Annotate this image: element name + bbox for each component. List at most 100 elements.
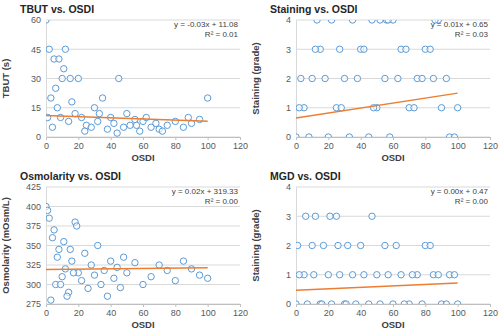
x-tick-label: 20 (324, 141, 334, 151)
point (345, 242, 351, 248)
x-tick-label: 40 (106, 141, 116, 151)
grid-line (46, 49, 240, 50)
point (172, 277, 178, 283)
point (382, 75, 388, 81)
point (140, 281, 146, 287)
x-tick-label: 100 (451, 141, 466, 151)
annotation: R² = 0.01 (205, 30, 239, 39)
point (56, 246, 62, 252)
y-tick: 350 (26, 241, 46, 251)
point (49, 235, 55, 241)
x-tick-mark (78, 304, 79, 307)
y-tick: 425 (26, 182, 46, 192)
point (82, 128, 88, 134)
point (54, 254, 60, 260)
point (64, 293, 70, 299)
panel: 020406080100120015304560TBUT vs. OSDIOSD… (0, 3, 248, 163)
x-tick-mark (393, 137, 394, 140)
point (124, 270, 130, 276)
point (53, 85, 59, 91)
point (104, 126, 110, 132)
x-tick: 80 (171, 304, 181, 318)
x-tick-label: 80 (171, 141, 181, 151)
point (127, 122, 133, 128)
point (393, 242, 399, 248)
x-tick-mark (361, 304, 362, 307)
chart-title: MGD vs. OSDI (270, 170, 341, 182)
point (454, 301, 460, 304)
x-tick-mark (361, 137, 362, 140)
x-tick-mark (328, 304, 329, 307)
plot-area (296, 213, 461, 304)
x-tick: 0 (44, 137, 49, 151)
point (180, 124, 186, 130)
point (366, 134, 372, 137)
point (91, 272, 97, 278)
x-tick: 40 (356, 304, 366, 318)
y-tick-label: 2 (286, 241, 291, 251)
x-tick-label: 120 (483, 308, 498, 318)
x-tick-label: 20 (74, 141, 84, 151)
point (409, 272, 415, 278)
point (91, 105, 97, 111)
x-tick-label: 0 (44, 308, 49, 318)
panel: 020406080100120275300325350375400425Osmo… (0, 170, 248, 330)
point (343, 301, 349, 304)
point (69, 99, 75, 105)
y-tick-label: 275 (26, 299, 41, 309)
point (62, 46, 68, 52)
chart-title: TBUT vs. OSDI (20, 3, 94, 15)
x-tick: 0 (44, 304, 49, 318)
point (148, 274, 154, 280)
point (51, 227, 57, 233)
point (75, 75, 81, 81)
annotation: y = 0.00x + 0.47 (431, 187, 489, 196)
x-tick: 120 (483, 304, 498, 318)
y-tick: 0 (286, 132, 296, 142)
point (99, 95, 105, 101)
grid (46, 187, 240, 304)
y-tick: 275 (26, 299, 46, 309)
x-tick: 0 (294, 137, 299, 151)
point (322, 75, 328, 81)
point (349, 20, 355, 23)
point (85, 285, 91, 291)
x-tick-label: 60 (388, 141, 398, 151)
point (333, 213, 339, 219)
point (133, 122, 139, 128)
point (117, 284, 123, 290)
point (156, 262, 162, 268)
x-axis: 020406080100120 (294, 304, 498, 318)
x-tick: 80 (421, 304, 431, 318)
point (59, 274, 65, 280)
y-tick-label: 325 (26, 260, 41, 270)
x-tick-mark (393, 304, 394, 307)
x-tick-mark (328, 137, 329, 140)
x-tick-label: 80 (421, 141, 431, 151)
x-tick-mark (78, 137, 79, 140)
x-tick-mark (240, 304, 241, 307)
x-tick: 0 (294, 304, 299, 318)
x-tick: 120 (233, 137, 248, 151)
x-tick-label: 20 (324, 308, 334, 318)
point (54, 105, 60, 111)
x-tick: 60 (138, 137, 148, 151)
y-tick: 60 (31, 15, 46, 25)
point (296, 242, 301, 248)
point (353, 301, 359, 304)
point (120, 254, 126, 260)
point (48, 95, 54, 101)
y-tick-label: 0 (286, 299, 291, 309)
x-tick-mark (208, 304, 209, 307)
chart-title: Osmolarity vs. OSDI (20, 170, 121, 182)
point (132, 259, 138, 265)
y-tick: 2 (286, 74, 296, 84)
y-tick: 0 (36, 132, 46, 142)
point (56, 56, 62, 62)
annotation: y = -0.03x + 11.08 (174, 20, 238, 29)
x-tick: 120 (233, 304, 248, 318)
point (346, 134, 352, 137)
y-tick-label: 3 (286, 212, 291, 222)
point (369, 213, 375, 219)
point (361, 272, 367, 278)
